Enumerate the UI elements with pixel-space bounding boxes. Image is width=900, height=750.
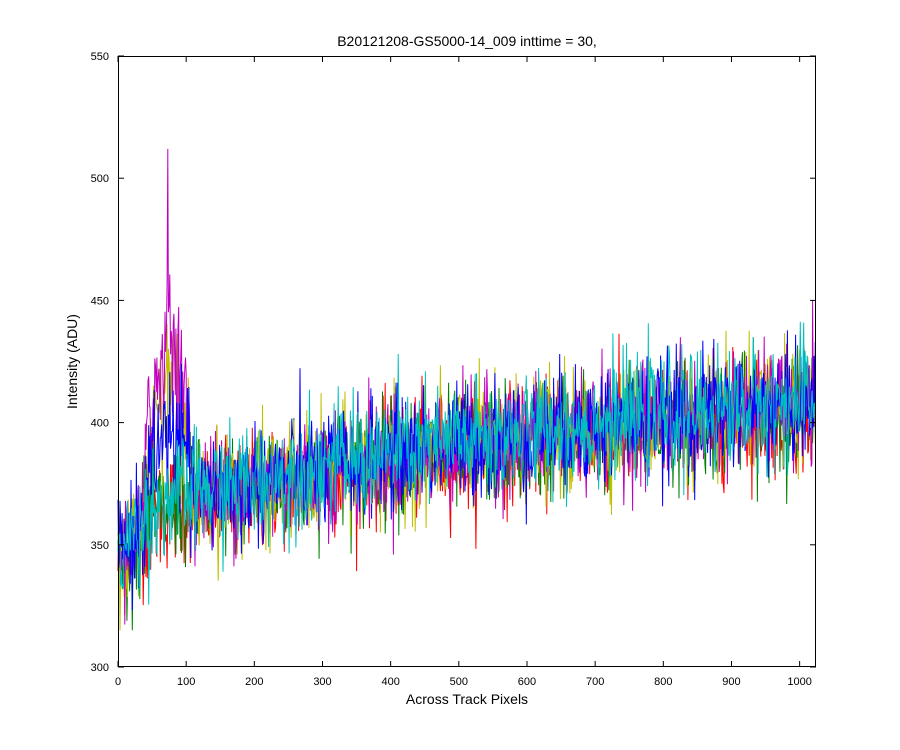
y-tick-label: 300: [91, 662, 109, 674]
ticks-layer: 0 100 200 300 400 500 600 700 800 900 1000 300 350 40…: [91, 51, 816, 688]
y-tick-label: 500: [91, 173, 109, 185]
plot-area: [118, 56, 816, 667]
x-tick-label: 400: [381, 676, 399, 688]
x-tick-label: 300: [313, 676, 331, 688]
x-tick-label: 100: [177, 676, 195, 688]
x-tick-label: 200: [245, 676, 263, 688]
x-tick-label: 900: [722, 676, 740, 688]
x-tick-label: 700: [586, 676, 604, 688]
x-tick-label: 1000: [787, 676, 811, 688]
x-tick-label: 500: [450, 676, 468, 688]
x-axis-title: Across Track Pixels: [406, 691, 528, 707]
y-axis-title: Intensity (ADU): [64, 314, 80, 409]
x-tick-label: 600: [518, 676, 536, 688]
x-tick-label: 800: [654, 676, 672, 688]
series-line-cyan: [117, 321, 816, 605]
y-tick-label: 350: [91, 540, 109, 552]
chart-title: B20121208-GS5000-14_009 inttime = 30,: [337, 33, 597, 49]
y-tick-label: 400: [91, 418, 109, 430]
axes-box: [118, 56, 816, 667]
y-tick-label: 550: [91, 51, 109, 63]
y-tick-label: 450: [91, 295, 109, 307]
series-layer: [117, 148, 816, 631]
x-tick-label: 0: [115, 676, 121, 688]
